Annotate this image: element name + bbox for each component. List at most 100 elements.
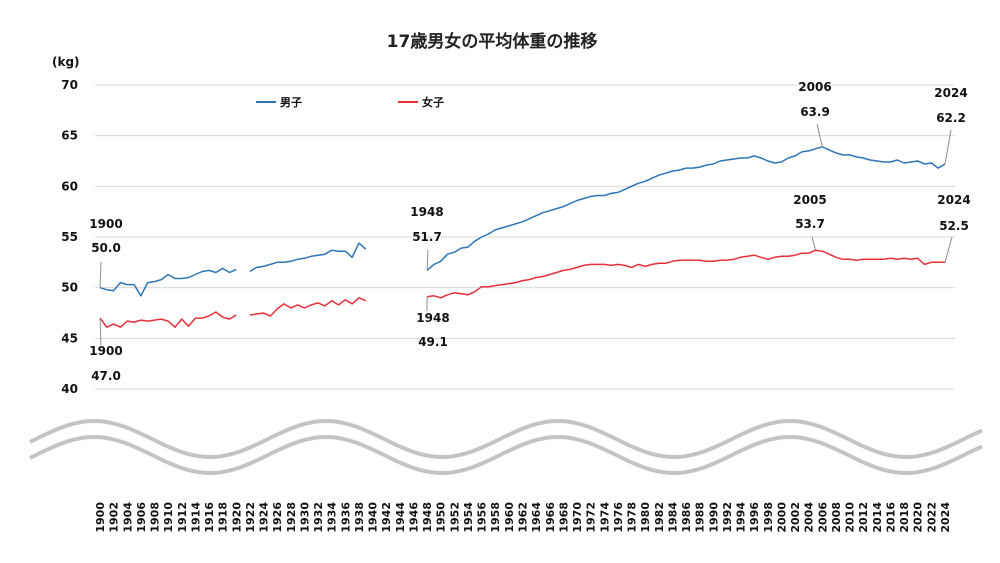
- x-tick-label: 1968: [557, 502, 570, 533]
- x-tick-label: 1926: [271, 502, 284, 533]
- annotation-value: 52.5: [939, 219, 969, 233]
- series-line-male-segment-2: [249, 242, 367, 273]
- x-tick-label: 1988: [694, 502, 707, 533]
- x-tick-label: 1910: [162, 502, 175, 533]
- legend-label-male: 男子: [280, 96, 302, 109]
- x-tick-label: 2024: [939, 502, 952, 533]
- x-tick-label: 1946: [408, 502, 421, 533]
- annotation-year: 2005: [793, 193, 826, 207]
- annotation-leader-line: [99, 318, 102, 346]
- x-tick-label: 1976: [612, 502, 625, 533]
- x-tick-label: 1940: [367, 502, 380, 533]
- series-line-female-segment-3: [426, 249, 945, 299]
- y-tick-label: 45: [61, 331, 78, 345]
- annotation-leader-line: [426, 249, 429, 271]
- x-tick-label: 1998: [762, 502, 775, 533]
- x-tick-label: 1944: [394, 502, 407, 533]
- annotation-year: 2006: [798, 80, 831, 94]
- annotation-leader-line: [816, 123, 823, 147]
- annotation-year: 2024: [937, 193, 970, 207]
- y-tick-label: 40: [61, 382, 78, 396]
- annotation-leader-line: [944, 236, 953, 263]
- x-tick-label: 1992: [721, 502, 734, 533]
- x-tick-label: 1994: [735, 502, 748, 533]
- x-tick-label: 1986: [680, 502, 693, 533]
- x-tick-label: 1908: [149, 502, 162, 533]
- y-tick-label: 70: [61, 78, 78, 92]
- x-tick-label: 2018: [898, 502, 911, 533]
- x-tick-label: 1930: [298, 502, 311, 533]
- x-tick-label: 1934: [326, 502, 339, 533]
- x-tick-label: 2014: [871, 502, 884, 533]
- x-tick-label: 1912: [176, 502, 189, 533]
- x-tick-label: 1920: [230, 502, 243, 533]
- annotation-year: 1948: [410, 205, 443, 219]
- x-tick-label: 1942: [380, 502, 393, 533]
- x-tick-label: 1950: [435, 502, 448, 533]
- x-tick-label: 1932: [312, 502, 325, 533]
- x-tick-label: 2022: [925, 502, 938, 533]
- x-tick-label: 2010: [844, 502, 857, 533]
- x-tick-label: 1982: [653, 502, 666, 533]
- annotation-value: 62.2: [936, 111, 966, 125]
- x-tick-label: 1996: [748, 502, 761, 533]
- y-axis-unit: (kg): [52, 55, 80, 69]
- annotation-value: 50.0: [91, 241, 121, 255]
- x-tick-label: 1956: [476, 502, 489, 533]
- x-tick-label: 1938: [353, 502, 366, 533]
- x-tick-label: 1922: [244, 502, 257, 533]
- series-line-female-segment-2: [249, 297, 367, 317]
- x-tick-label: 2020: [912, 502, 925, 533]
- y-tick-label: 55: [61, 230, 78, 244]
- x-tick-label: 1958: [489, 502, 502, 533]
- x-tick-label: 1960: [503, 502, 516, 533]
- x-tick-label: 1906: [135, 502, 148, 533]
- annotation-value: 49.1: [418, 335, 448, 349]
- x-tick-label: 1972: [585, 502, 598, 533]
- y-tick-label: 65: [61, 129, 78, 143]
- annotation-value: 47.0: [91, 369, 121, 383]
- annotation-year: 2024: [934, 86, 967, 100]
- x-tick-label: 1916: [203, 502, 216, 533]
- x-tick-label: 1974: [598, 502, 611, 533]
- annotation-leader-line: [99, 261, 102, 288]
- x-tick-label: 1902: [108, 502, 121, 533]
- series-line-male-segment-1: [99, 267, 237, 297]
- annotation-leader-line: [944, 129, 952, 165]
- x-tick-label: 1936: [339, 502, 352, 533]
- x-tick-label: 2004: [803, 502, 816, 533]
- axis-break-wave-upper: [29, 418, 983, 460]
- annotation-leader-line: [811, 236, 817, 251]
- y-tick-label: 50: [61, 281, 78, 295]
- x-tick-label: 1924: [258, 502, 271, 533]
- x-tick-label: 2016: [885, 502, 898, 533]
- series-line-male-segment-3: [426, 146, 946, 271]
- x-tick-label: 1914: [189, 502, 202, 533]
- x-tick-label: 1980: [639, 502, 652, 533]
- x-tick-label: 1970: [571, 502, 584, 533]
- axis-break-wave-lower: [29, 434, 983, 476]
- x-tick-label: 1984: [666, 502, 679, 533]
- x-tick-label: 1904: [121, 502, 134, 533]
- x-tick-label: 2008: [830, 502, 843, 533]
- x-tick-label: 1962: [517, 502, 530, 533]
- x-tick-label: 2000: [776, 502, 789, 533]
- annotation-value: 53.7: [795, 217, 825, 231]
- x-tick-label: 1954: [462, 502, 475, 533]
- x-tick-label: 1966: [544, 502, 557, 533]
- x-tick-label: 1964: [530, 502, 543, 533]
- x-tick-label: 1952: [448, 502, 461, 533]
- series-line-female-segment-1: [99, 311, 237, 328]
- x-tick-label: 2006: [816, 502, 829, 533]
- annotation-year: 1900: [89, 344, 122, 358]
- x-tick-label: 1900: [94, 502, 107, 533]
- x-tick-label: 2012: [857, 502, 870, 533]
- x-tick-label: 1918: [217, 502, 230, 533]
- chart-title: 17歳男女の平均体重の推移: [387, 31, 598, 52]
- y-tick-label: 60: [61, 179, 78, 193]
- x-tick-label: 1928: [285, 502, 298, 533]
- annotation-value: 63.9: [800, 105, 830, 119]
- x-tick-label: 2002: [789, 502, 802, 533]
- annotation-year: 1900: [89, 217, 122, 231]
